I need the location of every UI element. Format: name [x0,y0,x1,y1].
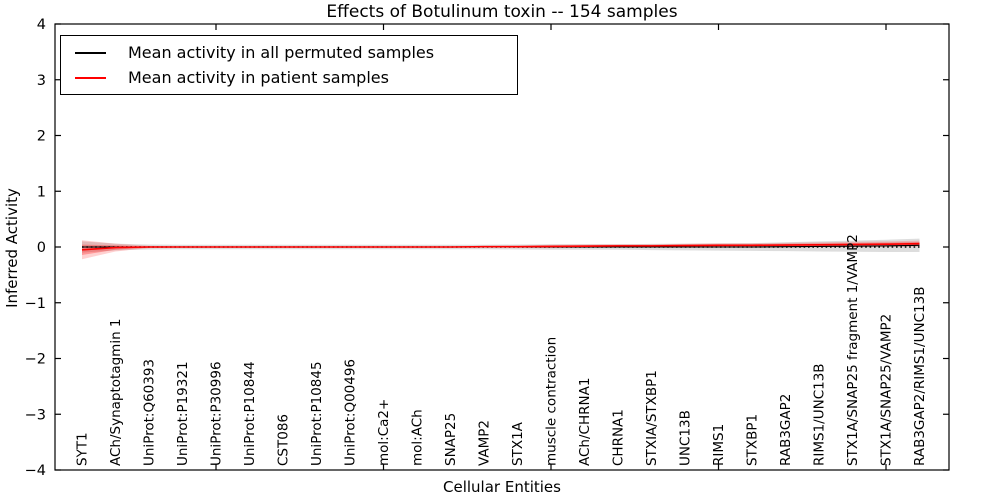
legend-label-permuted: Mean activity in all permuted samples [128,43,435,62]
x-category-label: RAB3GAP2 [778,394,794,466]
legend-item-permuted: Mean activity in all permuted samples [75,41,517,65]
y-tick-label: 0 [37,240,46,256]
patient-mean-line [81,242,920,251]
x-category-label: STX1A/SNAP25 fragment 1/VAMP2 [845,234,861,466]
x-category-label: muscle contraction [544,337,560,466]
x-category-label: UNC13B [678,410,694,466]
x-category-label: ACh/CHRNA1 [577,378,593,466]
y-tick-label: 3 [37,73,46,89]
y-tick-label: −4 [25,463,46,479]
y-tick-label: −3 [25,407,46,423]
y-tick-label: −2 [25,352,46,368]
x-category-label: UniProt:P19321 [175,361,191,466]
y-tick-label: 2 [37,129,46,145]
legend-line-black-icon [75,51,106,54]
x-category-label: STXBP1 [745,414,761,466]
y-tick-label: 4 [37,17,46,33]
x-category-label: mol:ACh [410,409,426,466]
y-axis-label: Inferred Activity [3,188,21,308]
x-category-label: UniProt:Q60393 [142,359,158,466]
x-category-label: mol:Ca2+ [376,399,392,466]
x-category-label: UniProt:Q00496 [343,359,359,466]
x-category-label: RIMS1 [711,424,727,466]
x-category-label: CST086 [276,414,292,466]
x-category-label: RAB3GAP2/RIMS1/UNC13B [912,287,928,466]
legend-item-patient: Mean activity in patient samples [75,66,517,90]
legend-label-patient: Mean activity in patient samples [128,68,389,87]
x-category-label: CHRNA1 [611,409,627,466]
x-category-label: RIMS1/UNC13B [812,363,828,466]
x-category-label: STXIA/STXBP1 [644,370,660,466]
x-axis-label: Cellular Entities [443,478,561,496]
y-tick-label: −1 [25,296,46,312]
legend: Mean activity in all permuted samples Me… [60,35,518,95]
legend-line-red-icon [75,76,106,79]
x-category-label: UniProt:P10845 [309,361,325,466]
permuted-std-band [82,238,920,253]
x-category-label: VAMP2 [477,420,493,466]
y-tick-label: 1 [37,184,46,200]
x-category-label: SNAP25 [443,413,459,466]
x-category-label: UniProt:P10844 [242,361,258,466]
x-category-label: SYT1 [75,432,91,466]
x-category-label: STX1A/SNAP25/VAMP2 [879,314,895,466]
x-category-label: ACh/Synaptotagmin 1 [108,318,124,466]
x-category-label: STX1A [510,421,526,466]
chart-title: Effects of Botulinum toxin -- 154 sample… [326,2,678,22]
x-category-label: UniProt:P30996 [209,361,225,466]
